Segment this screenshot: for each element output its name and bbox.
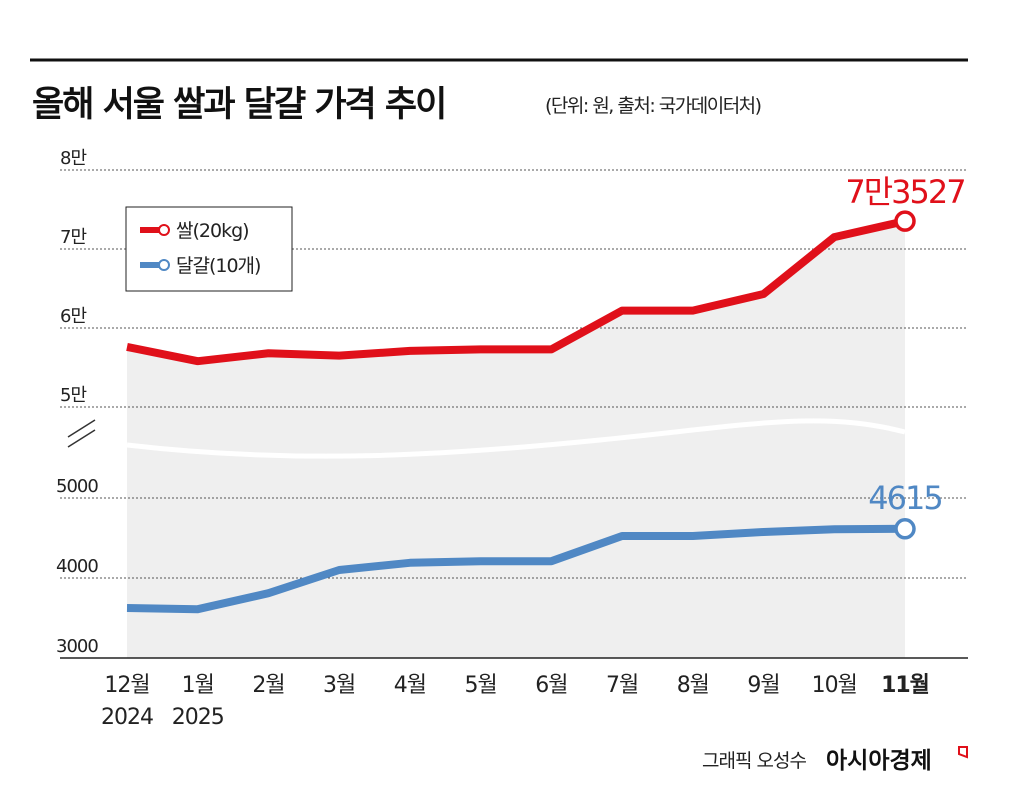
x-tick-label: 3월 xyxy=(323,673,355,698)
x-tick-label: 7월 xyxy=(606,673,638,698)
x-tick-label: 6월 xyxy=(535,673,567,698)
legend: 쌀(20kg) 달걀(10개) xyxy=(125,206,293,292)
chart-title: 올해 서울 쌀과 달걀 가격 추이 xyxy=(32,85,445,125)
shaded-area xyxy=(127,221,905,658)
x-tick-label: 5월 xyxy=(465,673,497,698)
legend-marker-egg xyxy=(158,259,170,271)
y-tick-label: 3000 xyxy=(56,636,98,657)
y-tick-label: 7만 xyxy=(60,227,86,248)
legend-label-rice: 쌀(20kg) xyxy=(176,220,249,242)
data-point xyxy=(894,210,916,232)
y-tick-label: 5만 xyxy=(60,385,86,406)
chart-subtitle: (단위: 원, 출처: 국가데이터처) xyxy=(545,95,761,117)
y-tick-label: 6만 xyxy=(60,306,86,327)
y-tick-label: 4000 xyxy=(56,556,98,577)
graphic-credit: 그래픽 오성수 xyxy=(702,750,806,772)
x-tick-label: 2월 xyxy=(252,673,284,698)
y-tick-label: 5000 xyxy=(56,476,98,497)
axis-break-wave xyxy=(126,418,906,459)
x-tick-year: 2024 xyxy=(101,705,153,730)
x-tick-label: 8월 xyxy=(677,673,709,698)
axis-break-icon xyxy=(67,419,96,448)
series-line-rice xyxy=(126,217,906,366)
x-tick-label: 11월 xyxy=(881,673,929,698)
end-value-label: 7만3527 xyxy=(845,173,964,211)
x-tick-label: 1월 xyxy=(182,673,214,698)
x-tick-label: 9월 xyxy=(747,673,779,698)
y-tick-label: 8만 xyxy=(60,148,86,169)
x-tick-label: 10월 xyxy=(812,673,857,698)
end-value-label: 4615 xyxy=(868,479,941,517)
x-tick-year: 2025 xyxy=(172,705,224,730)
legend-marker-rice xyxy=(158,224,170,236)
x-tick-label: 4월 xyxy=(394,673,426,698)
data-point xyxy=(894,518,916,540)
brand-logo: 아시아경제 xyxy=(826,748,932,774)
brand-mark-icon xyxy=(958,746,968,759)
series-line-egg xyxy=(126,524,906,614)
legend-label-egg: 달걀(10개) xyxy=(176,255,260,277)
x-tick-label: 12월 xyxy=(104,673,149,698)
